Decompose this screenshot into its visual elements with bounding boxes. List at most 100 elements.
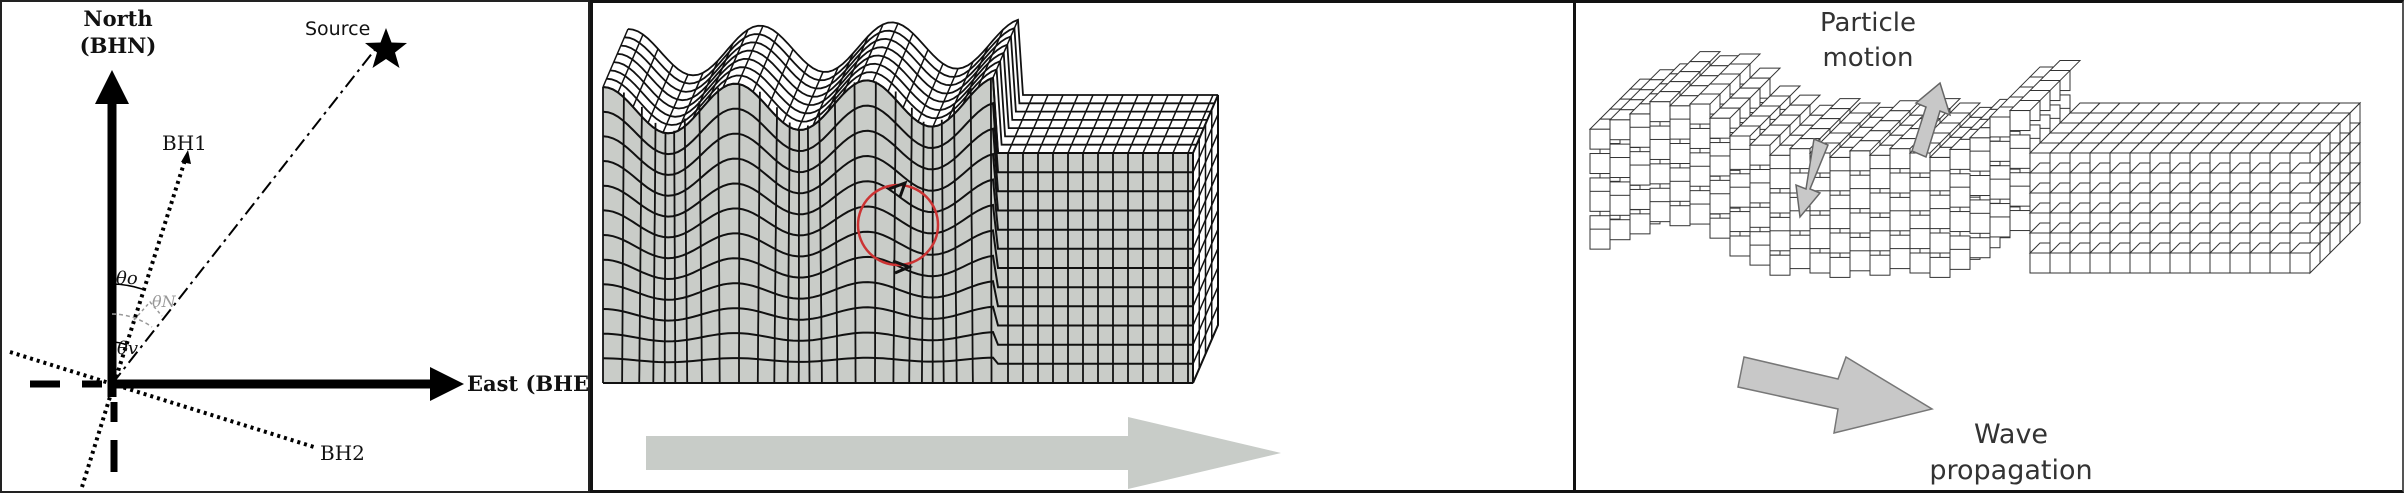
grid-column-line	[818, 111, 823, 384]
cube-front	[1869, 192, 1891, 214]
wave-grid-diagram	[602, 18, 1281, 489]
grid-column-line	[853, 82, 857, 384]
surface-depth-line	[692, 60, 719, 119]
cube-top	[1848, 140, 1882, 152]
cube-front	[2149, 252, 2171, 274]
cube-front	[1989, 140, 2011, 162]
surface-line	[609, 59, 1201, 138]
cube-front	[1909, 228, 1931, 250]
surface-depth-line	[782, 64, 809, 123]
bh2-label: BH2	[320, 441, 365, 465]
surface-depth-line	[857, 24, 884, 83]
cube-front	[1629, 126, 1651, 148]
surface-depth-line	[647, 64, 674, 124]
theta-o-arc	[111, 283, 143, 290]
cube-front	[1929, 208, 1951, 230]
cube-front	[1749, 206, 1771, 228]
cube-front	[1589, 153, 1611, 175]
cube-front	[1789, 248, 1811, 270]
cube-front	[2229, 252, 2251, 274]
cube-front	[1909, 190, 1931, 212]
cube-front	[1849, 250, 1871, 272]
cube-front	[1689, 103, 1711, 125]
cube-front	[2129, 252, 2151, 274]
surface-depth-line	[1187, 94, 1214, 154]
cube-front	[1789, 148, 1811, 170]
cube-front	[1949, 148, 1971, 170]
source-label: Source	[305, 18, 370, 40]
grid-column-line	[908, 107, 913, 384]
particle-arrow-up	[1911, 81, 1952, 159]
source-line	[111, 46, 378, 385]
cube-front	[2069, 252, 2091, 274]
surface-depth-line	[872, 23, 899, 82]
surface-line	[620, 35, 1211, 113]
cube-front	[1729, 186, 1751, 208]
cube-front	[1769, 230, 1791, 252]
cube-front	[1809, 252, 1831, 274]
cube-front	[1649, 101, 1671, 123]
cube-front	[1929, 256, 1951, 278]
grid-column-line	[638, 106, 643, 384]
grid-row-line	[602, 178, 1193, 231]
cube-front	[1729, 211, 1751, 233]
surface-depth-line	[722, 29, 749, 88]
grid-row-line	[602, 152, 1193, 212]
surface-depth-line	[992, 19, 1019, 79]
surface-depth-line	[1052, 94, 1079, 154]
cube-front	[1909, 252, 1931, 274]
bh2-line	[9, 350, 315, 449]
cube-front	[1949, 186, 1971, 208]
cube-front	[1989, 216, 2011, 238]
cube-front	[1649, 163, 1671, 185]
cube-front	[1629, 188, 1651, 210]
cube-front	[2029, 252, 2051, 274]
grid-column-line	[834, 94, 839, 384]
cube-front	[1689, 165, 1711, 187]
grid-column-line	[786, 122, 791, 384]
cube-front	[1869, 254, 1891, 276]
east-label: East (BHE)	[467, 371, 590, 396]
cube-top	[1708, 107, 1742, 119]
orientation-diagram: North (BHN) East (BHE) Source BH1 BH2 θo…	[9, 6, 590, 488]
cube-front	[1709, 117, 1731, 139]
cube-front	[1869, 230, 1891, 252]
wave-label-line1: Wave	[1974, 419, 2048, 450]
cube-front	[1749, 144, 1771, 166]
cube-front	[1929, 170, 1951, 192]
cube-front	[1929, 232, 1951, 254]
box-side-face	[1192, 94, 1219, 384]
orientation-panel: North (BHN) East (BHE) Source BH1 BH2 θo…	[0, 0, 590, 493]
cube-front	[1829, 208, 1851, 230]
surface-depth-line	[932, 68, 959, 127]
particle-label-line1: Particle	[1820, 8, 1916, 38]
bh1-arrowhead	[181, 150, 191, 164]
theta-v-label: θv	[117, 338, 138, 359]
surface-line	[617, 43, 1208, 121]
surface-depth-line	[797, 71, 824, 131]
cube-front	[1669, 205, 1691, 227]
particle-panel: Particle motion Wave propagation	[1576, 0, 2404, 493]
cube-front	[1729, 148, 1751, 170]
cube-top	[2008, 100, 2042, 112]
surface-depth-line	[1142, 94, 1169, 154]
cube-front	[1969, 237, 1991, 259]
cube-front	[1829, 170, 1851, 192]
cube-front	[2249, 252, 2271, 274]
propagation-arrow	[646, 417, 1281, 489]
cube-front	[1709, 155, 1731, 177]
north-label-line1: North	[83, 6, 152, 31]
wave-propagation-arrow	[1737, 355, 1934, 434]
cube-front	[1669, 118, 1691, 140]
grid-row-line	[602, 101, 1193, 174]
cube-front	[1869, 168, 1891, 190]
cube-front	[2289, 252, 2311, 274]
cube-front	[1849, 212, 1871, 234]
cube-front	[1769, 192, 1791, 214]
cube-front	[1969, 175, 1991, 197]
cube-front	[2269, 252, 2291, 274]
grid-column-line	[683, 118, 689, 384]
cube-front	[1849, 188, 1871, 210]
cube-front	[1609, 119, 1631, 141]
surface-depth-line	[827, 53, 854, 112]
